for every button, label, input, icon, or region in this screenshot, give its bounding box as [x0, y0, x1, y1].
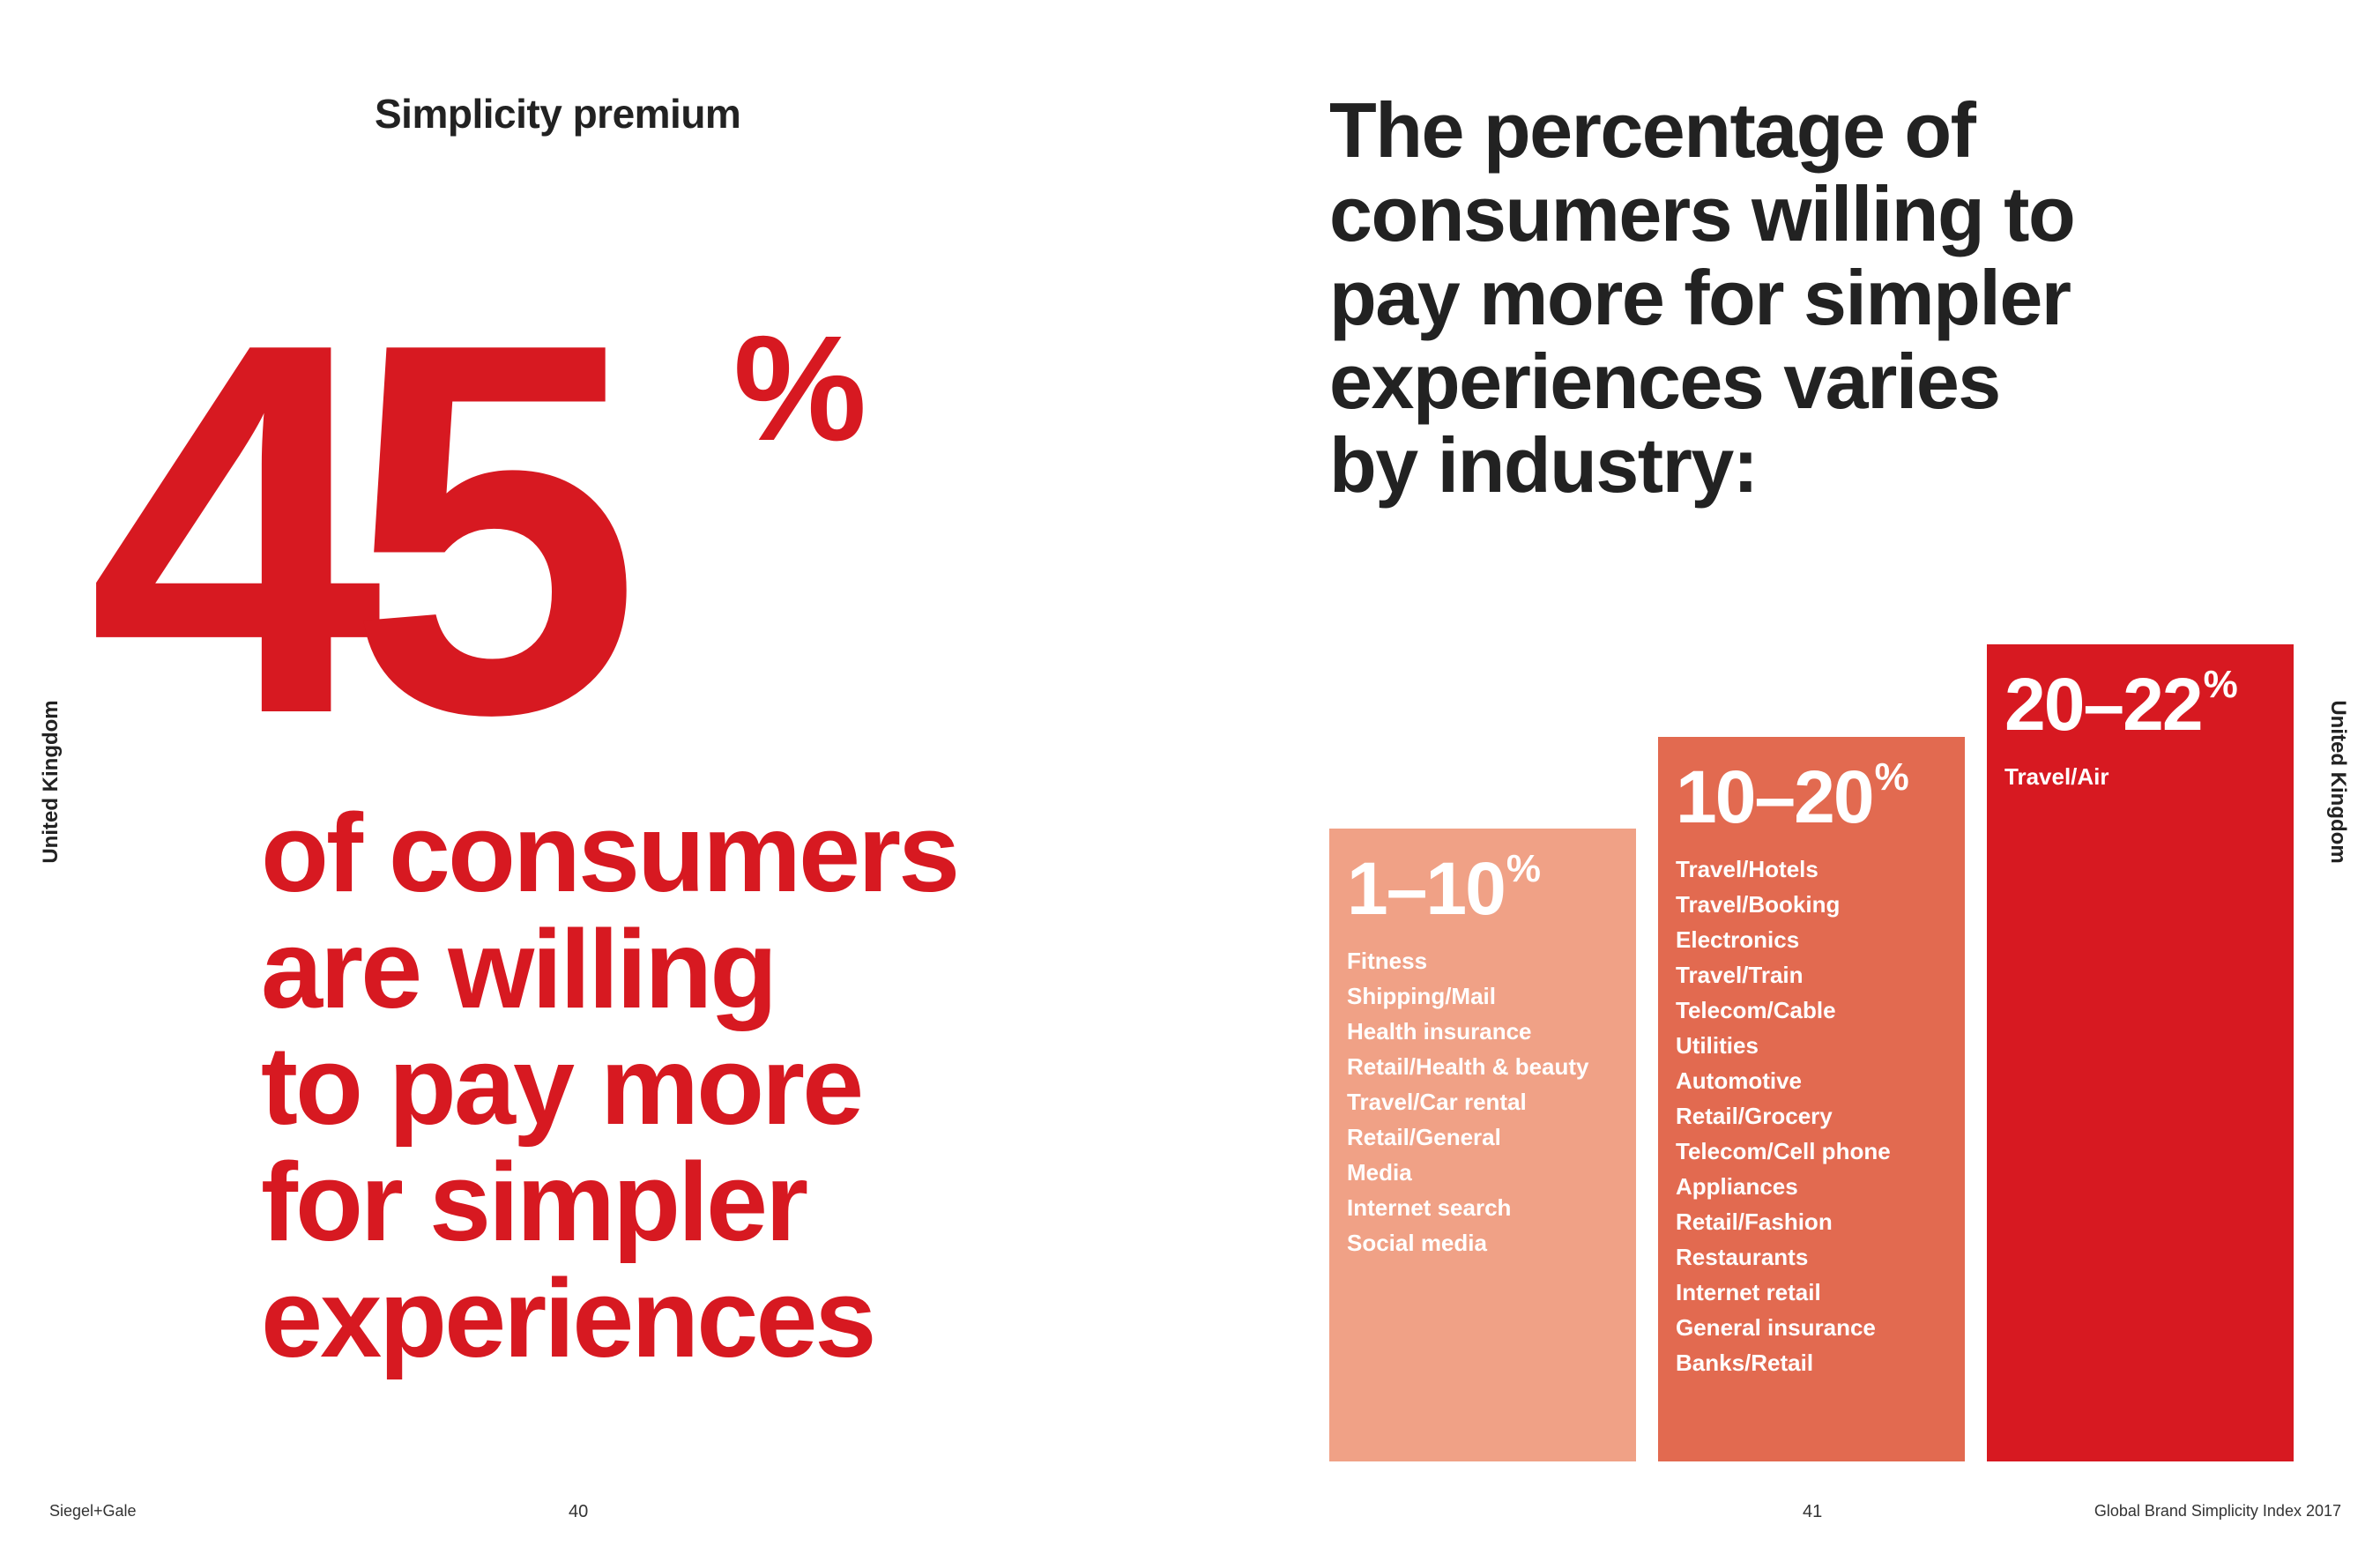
- industry-item: Travel/Air: [2004, 763, 2109, 790]
- headline: The percentage of consumers willing to p…: [1329, 88, 2211, 507]
- industry-item: Retail/Health & beauty: [1347, 1053, 1589, 1080]
- industry-item: Retail/Fashion: [1676, 1208, 1833, 1235]
- statement-line: experiences: [261, 1256, 877, 1380]
- bar-industry-list: Travel/Hotels Travel/Booking Electronics…: [1676, 851, 1965, 1380]
- industry-bar-1-10: 1–10% Fitness Shipping/Mail Health insur…: [1329, 829, 1636, 1461]
- statement-line: of consumers: [261, 791, 960, 915]
- headline-line: consumers willing to: [1329, 170, 2076, 257]
- industry-item: Internet retail: [1676, 1279, 1821, 1305]
- big-stat-percent-sign: %: [733, 305, 867, 472]
- industry-item: Shipping/Mail: [1347, 983, 1496, 1009]
- industry-item: Travel/Hotels: [1676, 856, 1818, 882]
- industry-item: Travel/Train: [1676, 962, 1804, 988]
- industry-item: Automotive: [1676, 1067, 1802, 1094]
- side-label-left: United Kingdom: [39, 700, 63, 864]
- bar-industry-list: Travel/Air: [2004, 759, 2294, 794]
- headline-line: The percentage of: [1329, 86, 1976, 174]
- headline-line: experiences varies: [1329, 338, 2001, 425]
- industry-item: Media: [1347, 1159, 1412, 1186]
- industry-item: Telecom/Cable: [1676, 997, 1836, 1023]
- industry-item: Fitness: [1347, 948, 1428, 974]
- industry-item: Internet search: [1347, 1194, 1512, 1221]
- statement-line: for simpler: [261, 1140, 808, 1264]
- industry-item: Travel/Car rental: [1347, 1089, 1527, 1115]
- industry-item: Travel/Booking: [1676, 891, 1841, 918]
- bar-range-value: 1–10: [1347, 847, 1506, 930]
- bar-industry-list: Fitness Shipping/Mail Health insurance R…: [1347, 943, 1636, 1260]
- industry-item: Banks/Retail: [1676, 1350, 1814, 1376]
- page-number-right: 41: [1803, 1502, 1823, 1521]
- industry-item: Electronics: [1676, 926, 1800, 953]
- stat-statement: of consumers are willing to pay more for…: [261, 795, 1072, 1377]
- footer-publication: Global Brand Simplicity Index 2017: [2094, 1502, 2341, 1520]
- page-number-left: 40: [569, 1502, 589, 1521]
- bar-range-label: 1–10%: [1347, 850, 1636, 926]
- industry-bar-10-20: 10–20% Travel/Hotels Travel/Booking Elec…: [1658, 737, 1965, 1461]
- bar-range-label: 10–20%: [1676, 758, 1965, 835]
- industry-item: Health insurance: [1347, 1018, 1532, 1045]
- bar-range-unit: %: [2203, 663, 2238, 706]
- industry-item: Retail/Grocery: [1676, 1103, 1833, 1129]
- big-stat-number: 45: [88, 234, 641, 824]
- industry-item: Social media: [1347, 1230, 1487, 1256]
- industry-item: Restaurants: [1676, 1244, 1809, 1270]
- statement-line: to pay more: [261, 1023, 864, 1148]
- bar-range-value: 20–22: [2004, 663, 2204, 746]
- industry-item: Appliances: [1676, 1173, 1798, 1200]
- bar-range-value: 10–20: [1676, 755, 1875, 838]
- section-title: Simplicity premium: [375, 91, 741, 137]
- headline-line: pay more for simpler: [1329, 254, 2071, 341]
- bar-range-unit: %: [1874, 755, 1909, 799]
- industry-item: Telecom/Cell phone: [1676, 1138, 1891, 1164]
- industry-item: General insurance: [1676, 1314, 1876, 1341]
- statement-line: are willing: [261, 907, 777, 1031]
- bar-range-label: 20–22%: [2004, 665, 2294, 742]
- footer-brand: Siegel+Gale: [49, 1502, 137, 1520]
- headline-line: by industry:: [1329, 421, 1759, 509]
- industry-bar-20-22: 20–22% Travel/Air: [1987, 644, 2294, 1461]
- side-label-right: United Kingdom: [2326, 700, 2350, 864]
- bar-range-unit: %: [1506, 847, 1541, 890]
- industry-item: Retail/General: [1347, 1124, 1501, 1150]
- industry-item: Utilities: [1676, 1032, 1759, 1059]
